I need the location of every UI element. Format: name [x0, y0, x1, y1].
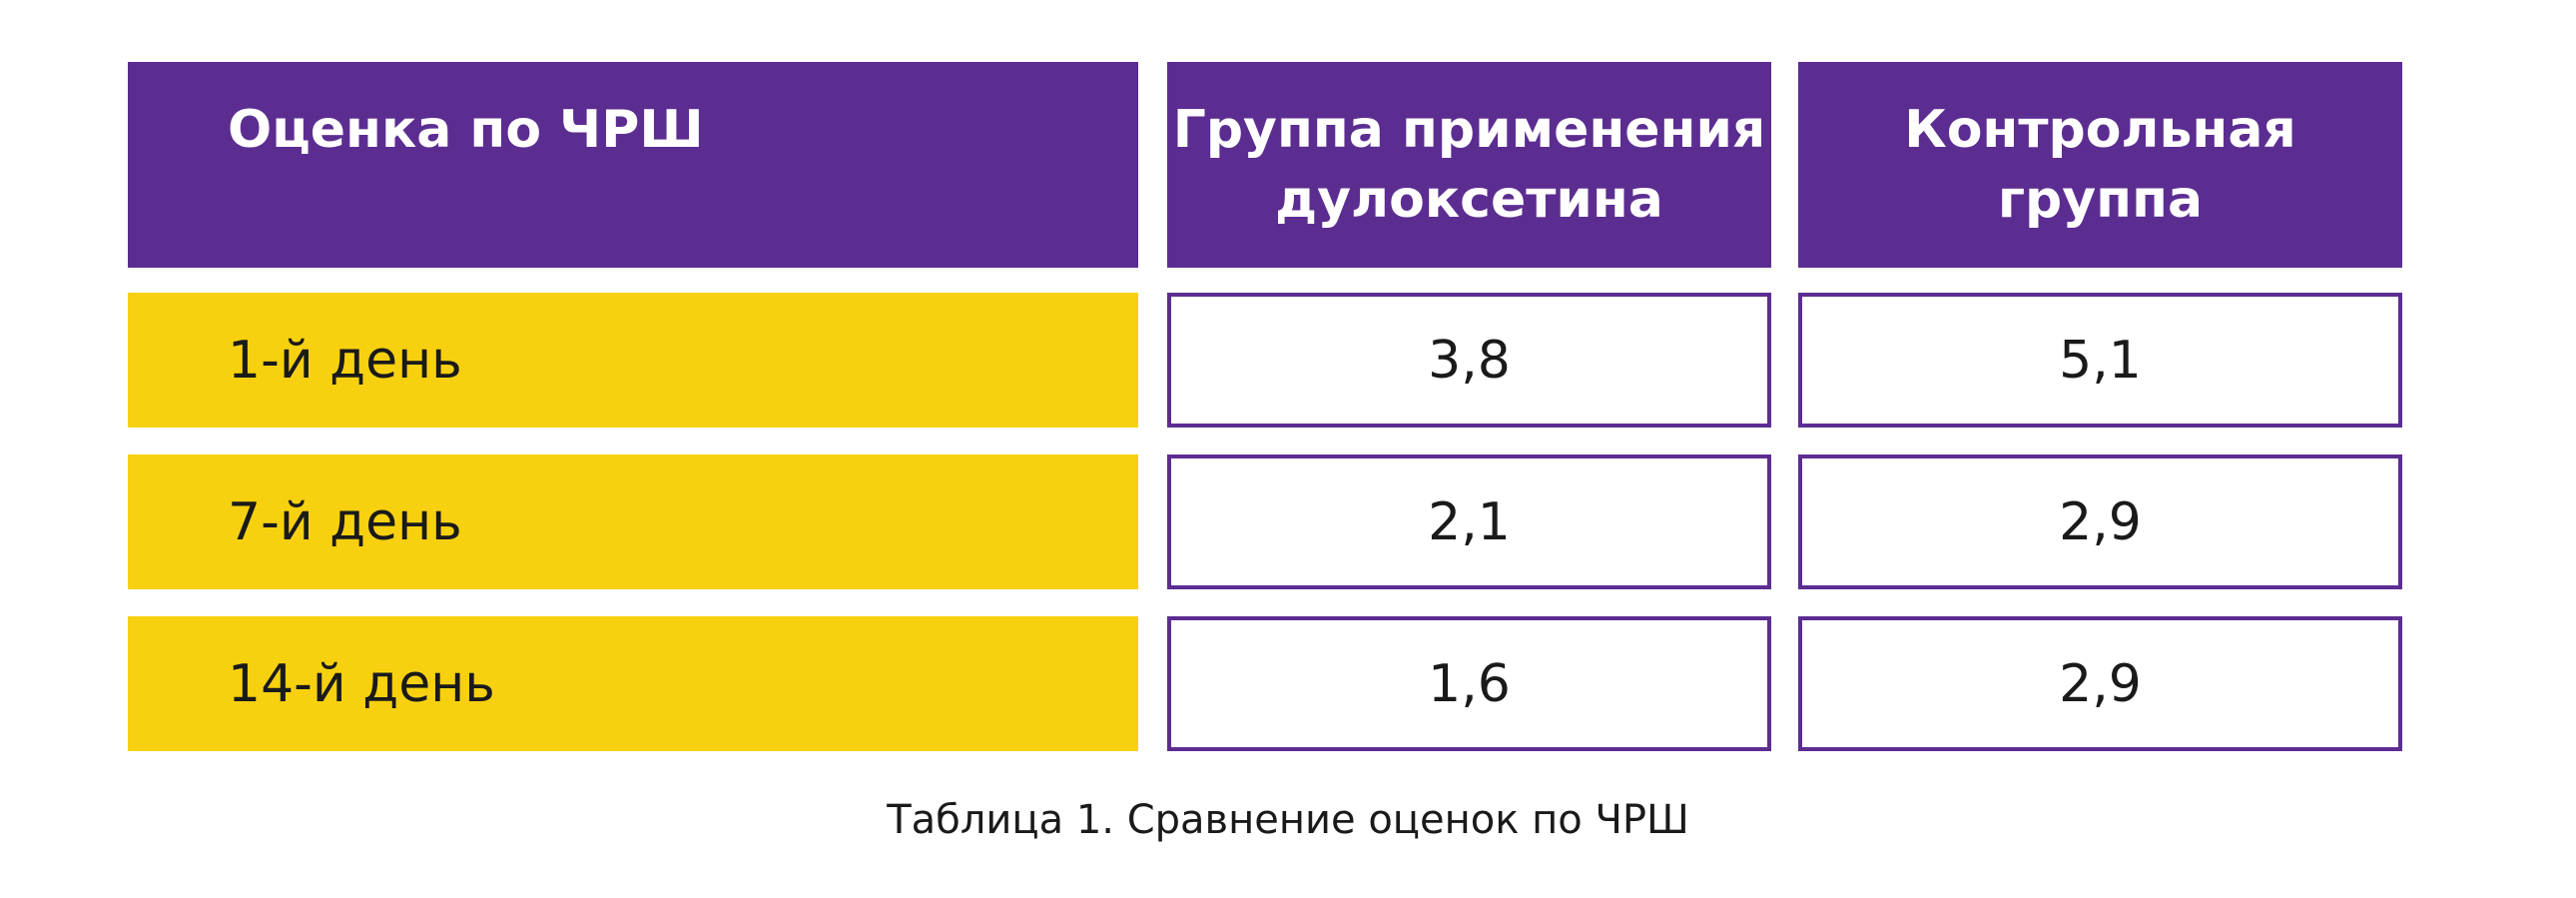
- cell-duloxetine-day-1: 3,8: [1167, 293, 1771, 428]
- header-score-label: Оценка по ЧРШ: [228, 100, 704, 160]
- header-duloxetine-group: Группа применения дулоксетина: [1167, 62, 1771, 268]
- cell-control-day-7: 2,9: [1798, 454, 2402, 589]
- table-caption: Таблица 1. Сравнение оценок по ЧРШ: [887, 797, 1689, 843]
- cell-control-day-1: 5,1: [1798, 293, 2402, 428]
- header-score: Оценка по ЧРШ: [128, 62, 1138, 268]
- header-duloxetine-line-2: дулоксетина: [1275, 170, 1663, 230]
- header-control-line-1: Контрольная: [1904, 100, 2296, 160]
- row-label-day-14: 14-й день: [128, 616, 1138, 751]
- header-duloxetine-line-1: Группа применения: [1172, 100, 1766, 160]
- header-control-group: Контрольная группа: [1798, 62, 2402, 268]
- row-label-day-7: 7-й день: [128, 454, 1138, 589]
- cell-control-day-14: 2,9: [1798, 616, 2402, 751]
- row-label-day-1: 1-й день: [128, 293, 1138, 428]
- cell-duloxetine-day-14: 1,6: [1167, 616, 1771, 751]
- header-control-line-2: группа: [1997, 170, 2204, 230]
- cell-duloxetine-day-7: 2,1: [1167, 454, 1771, 589]
